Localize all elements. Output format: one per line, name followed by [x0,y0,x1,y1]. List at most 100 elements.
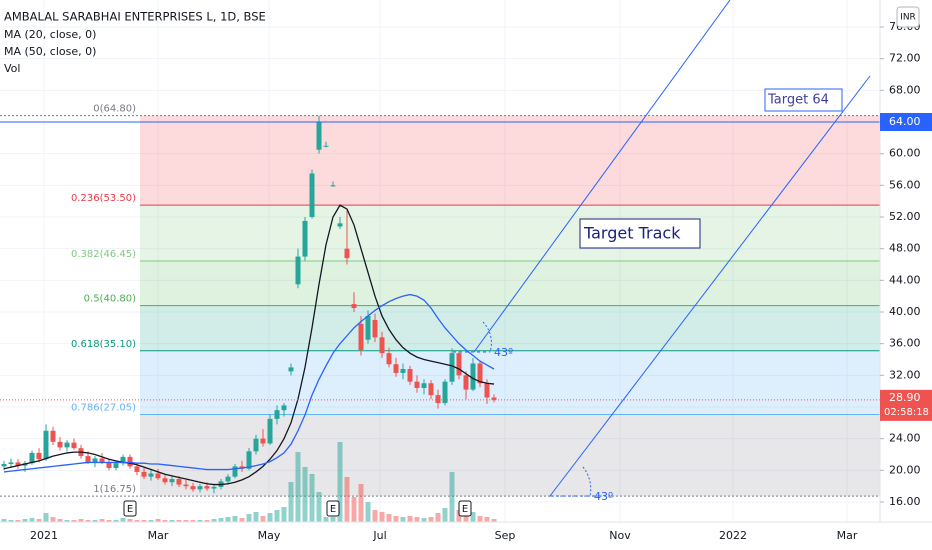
candle-body [484,383,490,398]
candle-body [267,418,273,444]
volume-bar [365,502,371,522]
volume-bar [127,519,133,522]
volume-bar [351,497,357,522]
fib-label: 0.786(27.05) [71,403,136,414]
candle-body [127,456,133,467]
volume-bar [1,519,7,522]
y-tick-label: 56.00 [889,178,921,191]
candle-body [435,395,441,404]
volume-bar [344,477,350,522]
target-price-label: 64.00 [889,115,921,128]
fib-label: 0.382(46.45) [71,249,136,260]
volume-bar [267,513,273,522]
fib-label: 0(64.80) [93,104,136,115]
symbol-title: AMBALAL SARABHAI ENTERPRISES L, 1D, BSE [4,10,266,24]
moving-average [3,293,495,473]
candle-body [428,383,434,396]
volume-bar [190,520,196,522]
x-tick-label: Jul [372,529,386,542]
target-track-label: Target Track [583,224,681,243]
candle-body [414,381,420,388]
volume-bar [232,516,238,522]
volume-bar [57,519,63,522]
candle-body [148,473,154,477]
angle-label: 43º [494,346,513,359]
y-tick-label: 40.00 [889,305,921,318]
volume-bar [253,512,259,522]
candle-body [295,256,301,285]
volume-bar [400,517,406,522]
candle-body [85,456,91,463]
last-price-label: 28.90 [889,391,921,404]
candle-body [15,462,21,466]
y-tick-label: 60.00 [889,147,921,160]
candle-body [134,466,140,472]
candle-body [393,364,399,373]
volume-bar [470,512,476,522]
x-tick-label: 2021 [30,529,58,542]
candle-body [400,369,406,373]
fib-zone [140,260,880,306]
volume-bar [330,517,336,522]
volume-bar [379,512,385,522]
volume-bar [386,514,392,522]
candle-body [36,452,42,460]
currency-badge[interactable] [896,6,920,28]
volume-bar [197,520,203,522]
candle-body [449,353,455,382]
candle-body [225,476,231,482]
fib-zone [140,205,880,261]
candle-body [358,323,364,350]
candle-body [176,479,182,485]
candle-body [197,486,203,490]
x-tick-label: Mar [837,529,858,542]
candle-body [106,462,112,468]
candle-body [120,456,126,464]
candle-body [43,430,49,460]
volume-bar [71,520,77,522]
y-tick-label: 20.00 [889,463,921,476]
candle-body [337,223,343,227]
candle-body [232,466,238,477]
candle-body [316,122,322,150]
candle-body [155,473,161,479]
volume-bar [29,518,35,522]
earnings-marker[interactable] [123,500,137,517]
candle-body [204,486,210,489]
volume-bar [260,516,266,522]
candle-body [141,471,147,477]
volume-bar [281,507,287,522]
volume-bar [274,510,280,522]
volume-bar [15,520,21,522]
candle-body [8,462,14,464]
volume-bar [484,517,490,522]
earnings-marker[interactable] [326,500,340,517]
volume-bar [92,520,98,522]
volume-bar [295,452,301,522]
volume-bar [302,467,308,522]
moving-average [3,204,495,486]
volume-bar [358,484,364,522]
volume-bar [491,519,497,522]
candle-body [113,463,119,468]
volume-bar [120,518,126,522]
y-tick-label: 52.00 [889,210,921,223]
candle-body [246,451,252,469]
volume-bar [323,517,329,522]
candle-body [351,304,357,309]
y-tick-label: 36.00 [889,337,921,350]
candle-body [274,410,280,419]
candle-body [162,478,168,483]
volume-bar [218,518,224,522]
earnings-marker[interactable] [458,500,472,517]
volume-bar [134,520,140,522]
volume-bar [211,519,217,522]
angle-label: 43º [594,490,613,503]
volume-bar [463,514,469,522]
target-track-box [579,218,701,249]
target-box [764,88,843,112]
volume-bar [50,517,56,522]
fib-zone [140,115,880,206]
volume-bar [64,520,70,522]
